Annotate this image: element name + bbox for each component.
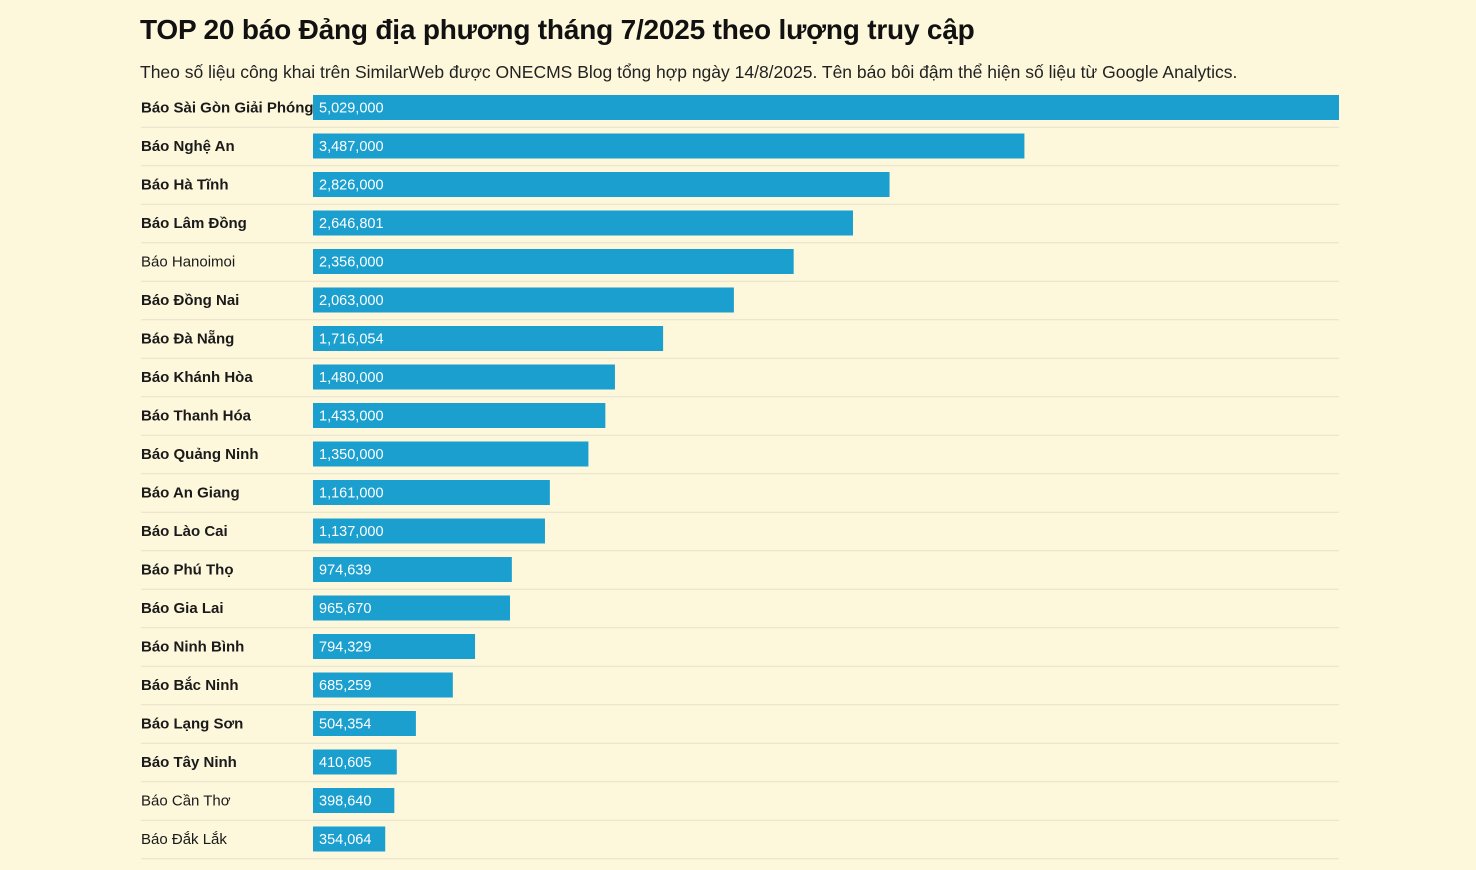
value-label: 1,480,000: [319, 370, 384, 386]
bar: [313, 826, 386, 852]
bar: [313, 518, 545, 544]
value-label: 398,640: [319, 794, 371, 810]
value-label: 965,670: [319, 601, 371, 617]
value-label: 1,716,054: [319, 332, 384, 348]
bar: [313, 480, 550, 505]
category-label: Báo Lào Cai: [141, 523, 228, 540]
category-label: Báo Nghệ An: [141, 138, 235, 155]
bar: [313, 788, 395, 813]
bar: [313, 210, 853, 236]
value-label: 2,646,801: [319, 216, 384, 232]
value-label: 2,063,000: [319, 293, 384, 309]
value-label: 354,064: [319, 832, 371, 848]
category-label: Báo Tây Ninh: [141, 754, 237, 771]
bar: [313, 287, 734, 313]
category-label: Báo Khánh Hòa: [141, 369, 253, 386]
bar: [313, 172, 890, 197]
bar: [313, 249, 794, 274]
bar: [313, 364, 615, 390]
bar: [313, 634, 476, 659]
chart-subtitle: Theo số liệu công khai trên SimilarWeb đ…: [140, 62, 1238, 82]
bar: [313, 711, 416, 736]
bar: [313, 403, 606, 428]
value-label: 1,137,000: [319, 524, 384, 540]
value-label: 685,259: [319, 678, 371, 694]
value-label: 2,826,000: [319, 178, 384, 194]
category-label: Báo Hà Tĩnh: [141, 177, 229, 194]
category-label: Báo Đồng Nai: [141, 292, 239, 309]
bar: [313, 595, 511, 621]
category-label: Báo Lạng Sơn: [141, 716, 243, 733]
value-label: 794,329: [319, 640, 371, 656]
value-label: 410,605: [319, 755, 371, 771]
value-label: 1,161,000: [319, 486, 384, 502]
category-label: Báo Phú Thọ: [141, 562, 234, 579]
category-label: Báo Gia Lai: [141, 600, 224, 617]
value-label: 1,433,000: [319, 409, 384, 425]
chart-title: TOP 20 báo Đảng địa phương tháng 7/2025 …: [140, 14, 975, 45]
value-label: 504,354: [319, 717, 371, 733]
category-label: Báo Thanh Hóa: [141, 408, 252, 425]
bar: [313, 557, 512, 582]
bar: [313, 95, 1339, 120]
category-label: Báo Đà Nẵng: [141, 331, 234, 348]
category-label: Báo An Giang: [141, 485, 240, 502]
category-label: Báo Quảng Ninh: [141, 446, 259, 463]
bar: [313, 133, 1025, 159]
value-label: 974,639: [319, 563, 371, 579]
category-label: Báo Cần Thơ: [141, 793, 231, 810]
value-label: 5,029,000: [319, 101, 384, 117]
bar: [313, 441, 589, 467]
bar: [313, 326, 664, 351]
category-label: Báo Bắc Ninh: [141, 676, 239, 694]
value-label: 3,487,000: [319, 139, 384, 155]
category-label: Báo Hanoimoi: [141, 254, 235, 271]
value-label: 2,356,000: [319, 255, 384, 271]
category-label: Báo Đắk Lắk: [141, 831, 227, 848]
category-label: Báo Ninh Bình: [141, 639, 244, 656]
bar: [313, 672, 453, 698]
category-label: Báo Sài Gòn Giải Phóng: [141, 100, 314, 117]
bar: [313, 749, 397, 775]
value-label: 1,350,000: [319, 447, 384, 463]
category-label: Báo Lâm Đồng: [141, 215, 247, 232]
